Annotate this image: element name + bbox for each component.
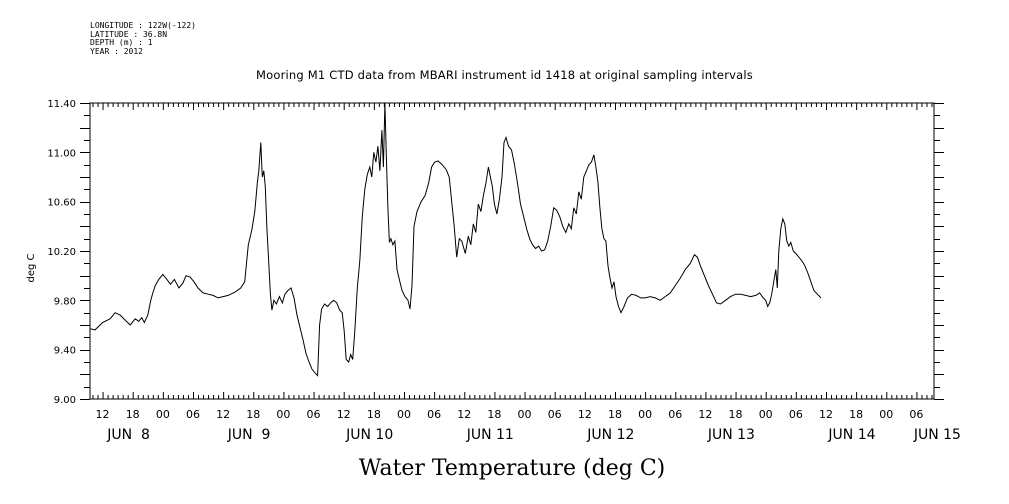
- x-day-label: JUN 11: [466, 427, 514, 443]
- x-day-label: JUN 13: [707, 427, 755, 443]
- x-hour-label: 12: [96, 408, 110, 421]
- x-hour-label: 00: [156, 408, 170, 421]
- x-day-label: JUN 10: [345, 427, 393, 443]
- x-hour-label: 00: [759, 408, 773, 421]
- y-tick-label: 9.00: [54, 395, 76, 406]
- x-day-label: JUN 15: [913, 427, 961, 443]
- x-hour-label: 12: [216, 408, 230, 421]
- x-hour-label: 18: [126, 408, 140, 421]
- x-hour-label: 06: [909, 408, 923, 421]
- plot-frame: [89, 102, 935, 400]
- x-hour-label: 00: [276, 408, 290, 421]
- y-axis: 9.00 9.40 9.80 10.20 10.60 11.00 11.40: [47, 99, 76, 406]
- x-hour-label: 18: [729, 408, 743, 421]
- minor-ticks: [80, 103, 944, 400]
- x-day-label: JUN 14: [827, 427, 875, 443]
- x-hour-label: 18: [367, 408, 381, 421]
- x-hour-label: 12: [698, 408, 712, 421]
- x-hour-label: 12: [578, 408, 592, 421]
- x-hour-label: 12: [819, 408, 833, 421]
- x-hour-label: 06: [789, 408, 803, 421]
- x-hour-label: 00: [638, 408, 652, 421]
- x-hour-label: 12: [457, 408, 471, 421]
- y-axis-label: deg C: [26, 253, 37, 282]
- y-tick-label: 9.80: [54, 296, 76, 307]
- chart-title: Mooring M1 CTD data from MBARI instrumen…: [256, 68, 753, 82]
- x-hour-label: 06: [548, 408, 562, 421]
- x-axis-title: Water Temperature (deg C): [359, 456, 666, 481]
- x-hour-label: 00: [518, 408, 532, 421]
- x-hour-label: 18: [608, 408, 622, 421]
- x-day-label: JUN 9: [227, 427, 271, 443]
- y-tick-label: 9.40: [54, 346, 76, 357]
- longitude-label: LONGITUDE : 122W(-122): [90, 21, 196, 30]
- x-hour-label: 12: [337, 408, 351, 421]
- x-hour-label: 18: [246, 408, 260, 421]
- depth-label: DEPTH (m) : 1: [90, 38, 153, 47]
- x-hour-label: 06: [307, 408, 321, 421]
- x-day-label: JUN 8: [106, 427, 150, 443]
- y-tick-label: 11.40: [47, 99, 76, 110]
- x-hour-label: 06: [186, 408, 200, 421]
- x-axis: 12 18 00 06 12 18 00 06 12 18 00 06 12 18 00 06 12 18 00 06…: [96, 408, 961, 443]
- x-day-label: JUN 12: [586, 427, 634, 443]
- y-tick-label: 10.60: [47, 198, 76, 209]
- x-hour-label: 06: [427, 408, 441, 421]
- x-hour-label: 00: [879, 408, 893, 421]
- metadata-block: LONGITUDE : 122W(-122) LATITUDE : 36.8N …: [90, 21, 196, 56]
- y-tick-label: 10.20: [47, 247, 76, 258]
- y-tick-label: 11.00: [47, 148, 76, 159]
- x-hour-label: 06: [668, 408, 682, 421]
- latitude-label: LATITUDE : 36.8N: [90, 29, 168, 39]
- plot-border: [89, 102, 935, 400]
- series-line-water-temperature: [89, 102, 822, 377]
- x-hour-label: 18: [849, 408, 863, 421]
- x-hour-label: 18: [487, 408, 501, 421]
- x-hour-label: 00: [397, 408, 411, 421]
- year-label: YEAR : 2012: [90, 46, 143, 56]
